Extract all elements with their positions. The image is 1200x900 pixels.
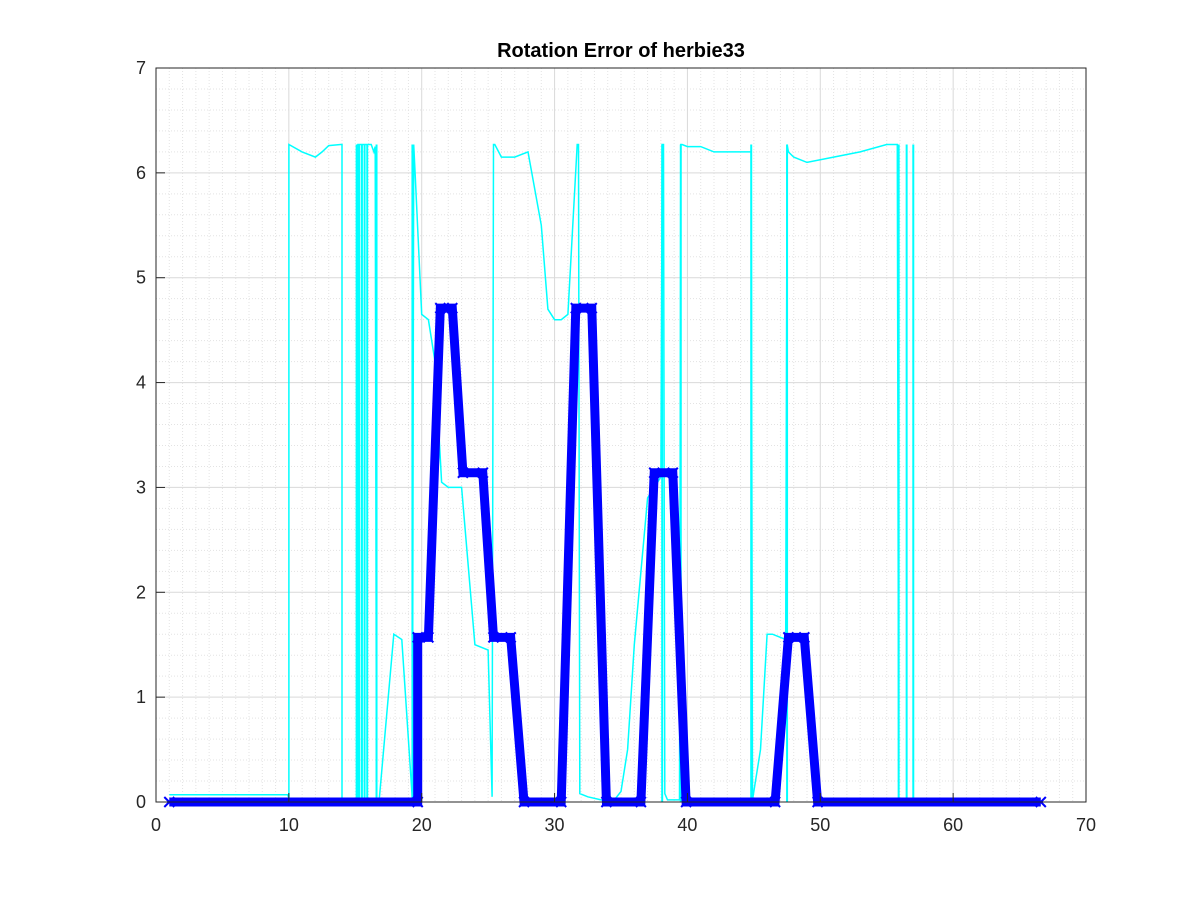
x-tick-label: 70 xyxy=(1076,815,1096,835)
chart-title: Rotation Error of herbie33 xyxy=(497,40,745,62)
series-marker xyxy=(434,302,447,314)
series-marker xyxy=(586,302,598,314)
series-marker xyxy=(667,467,679,479)
series-line-thin xyxy=(169,143,980,801)
x-tick-label: 40 xyxy=(677,815,697,835)
series-marker xyxy=(457,467,469,479)
y-tick-label: 3 xyxy=(136,477,146,497)
y-tick-label: 5 xyxy=(136,268,146,288)
x-tick-label: 60 xyxy=(943,815,963,835)
y-axis: 0 1 2 3 4 5 6 7 xyxy=(136,58,165,812)
plot-area: 0 10 20 30 40 50 60 70 0 1 2 3 4 5 6 7 xyxy=(136,58,1096,835)
series-line-thick xyxy=(169,303,1041,807)
x-axis: 0 10 20 30 40 50 60 70 xyxy=(151,793,1096,835)
series-marker xyxy=(570,302,582,314)
series-marker xyxy=(422,631,435,644)
x-tick-label: 0 xyxy=(151,815,161,835)
series-marker xyxy=(477,467,489,479)
axes-box xyxy=(155,67,1087,803)
x-tick-label: 50 xyxy=(810,815,830,835)
series-marker xyxy=(412,631,424,644)
y-tick-label: 6 xyxy=(136,163,146,183)
y-tick-label: 0 xyxy=(136,792,146,812)
y-tick-label: 2 xyxy=(136,582,146,602)
series-marker xyxy=(487,631,500,644)
y-tick-label: 1 xyxy=(136,687,146,707)
y-tick-label: 7 xyxy=(136,58,146,78)
series-marker xyxy=(798,631,811,644)
series-marker xyxy=(648,467,660,479)
series-marker xyxy=(782,631,795,644)
x-tick-label: 10 xyxy=(279,815,299,835)
y-tick-label: 4 xyxy=(136,373,146,393)
x-tick-label: 20 xyxy=(412,815,432,835)
x-tick-label: 30 xyxy=(545,815,565,835)
series-marker xyxy=(505,631,517,644)
series-marker xyxy=(446,302,458,314)
